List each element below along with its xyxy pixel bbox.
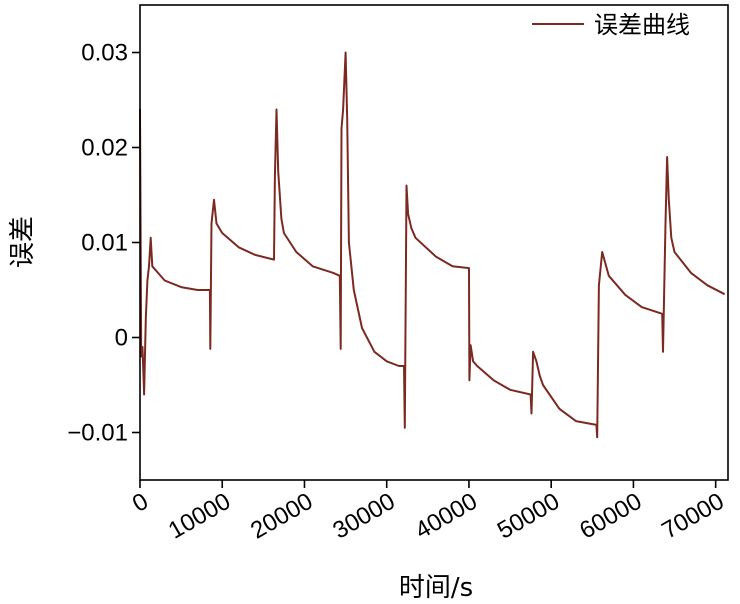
y-axis-title: 误差	[8, 216, 38, 268]
legend-label: 误差曲线	[594, 11, 690, 39]
y-tick-label: 0.02	[81, 135, 128, 162]
plot-area	[139, 51, 725, 439]
y-tick-label: 0	[115, 325, 128, 352]
plot-frame	[139, 4, 729, 481]
legend: 误差曲线	[532, 11, 690, 39]
y-axis-ticks: −0.01 0 0.01 0.02 0.03	[67, 40, 140, 447]
y-tick-label: −0.01	[67, 420, 128, 447]
x-axis-title: 时间/s	[399, 573, 473, 603]
y-tick-label: 0.03	[81, 40, 128, 67]
series-line-0	[139, 51, 725, 439]
y-tick-label: 0.01	[81, 230, 128, 257]
